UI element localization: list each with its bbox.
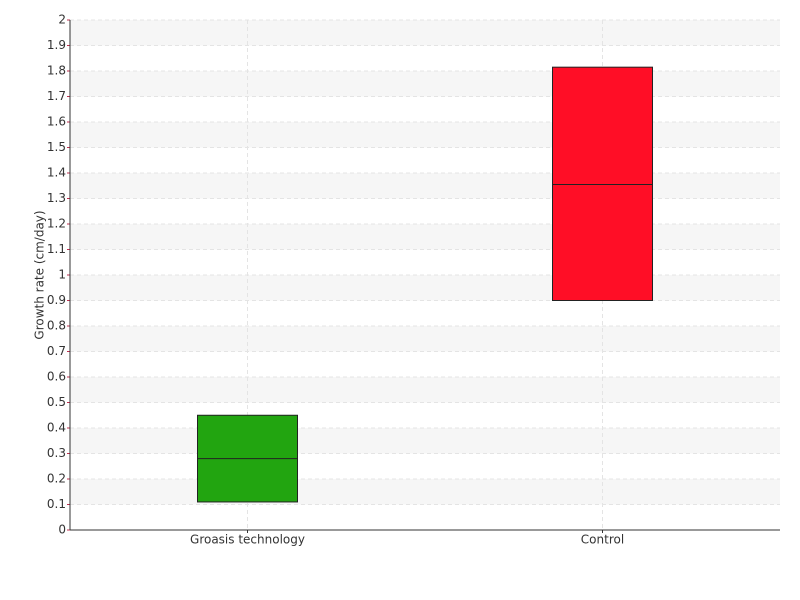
y-tick-label: 0.7 — [47, 344, 66, 358]
grid-band — [70, 377, 780, 403]
y-tick-label: 0.2 — [47, 472, 66, 486]
y-tick-label: 1.4 — [47, 166, 66, 180]
y-tick-label: 0.4 — [47, 421, 66, 435]
x-tick-label: Control — [581, 533, 624, 547]
y-tick-label: 1.7 — [47, 89, 66, 103]
y-tick-label: 0.3 — [47, 446, 66, 460]
y-tick-label: 1.5 — [47, 140, 66, 154]
grid-band — [70, 173, 780, 199]
grid-band — [70, 428, 780, 454]
y-tick-label: 0 — [58, 523, 66, 537]
grid-band — [70, 326, 780, 352]
y-tick-label: 1.8 — [47, 64, 66, 78]
grid-band — [70, 224, 780, 250]
y-axis-label: Growth rate (cm/day) — [33, 210, 47, 339]
y-tick-label: 1.2 — [47, 217, 66, 231]
y-tick-label: 0.9 — [47, 293, 66, 307]
y-tick-label: 1 — [58, 268, 66, 282]
y-tick-label: 1.6 — [47, 115, 66, 129]
grid-band — [70, 122, 780, 148]
x-tick-label: Groasis technology — [190, 533, 305, 547]
y-tick-label: 0.5 — [47, 395, 66, 409]
grid-band — [70, 71, 780, 97]
box — [552, 66, 653, 301]
y-tick-label: 0.8 — [47, 319, 66, 333]
y-tick-label: 2 — [58, 13, 66, 27]
y-tick-label: 1.3 — [47, 191, 66, 205]
grid-band — [70, 20, 780, 46]
grid-band — [70, 275, 780, 301]
y-tick-label: 1.1 — [47, 242, 66, 256]
grid-band — [70, 479, 780, 505]
y-tick-label: 1.9 — [47, 38, 66, 52]
y-tick-label: 0.6 — [47, 370, 66, 384]
y-tick-label: 0.1 — [47, 497, 66, 511]
